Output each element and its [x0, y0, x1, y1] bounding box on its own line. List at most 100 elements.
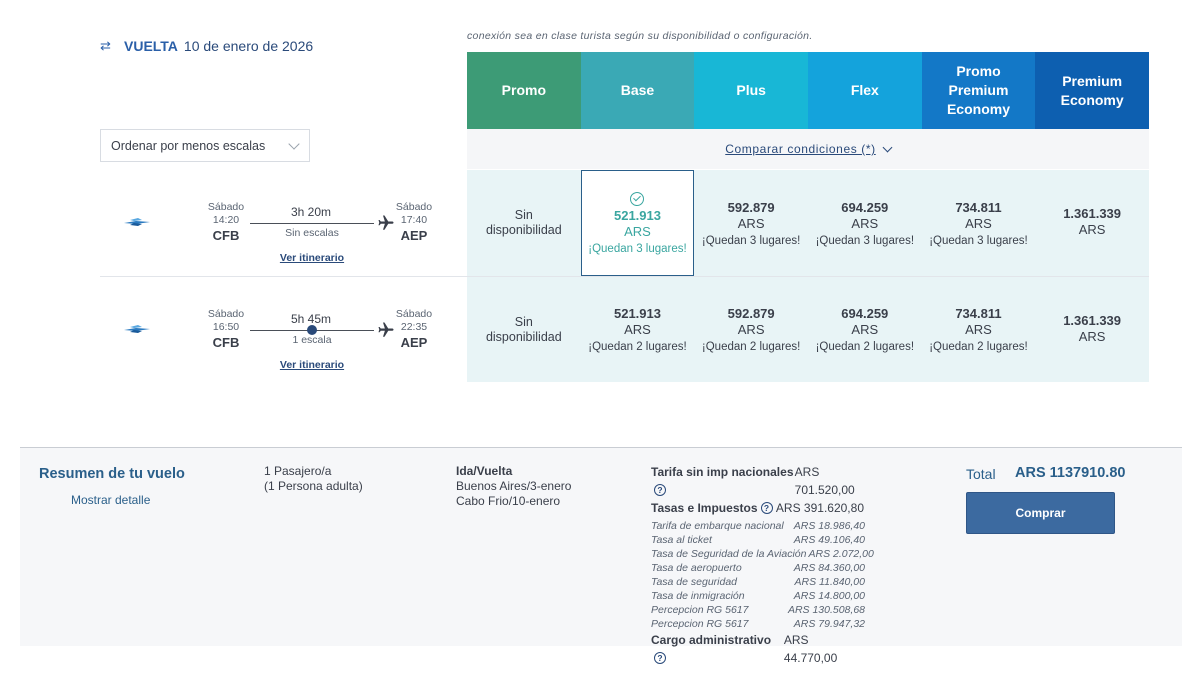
tax-item-label: Tasa de seguridad	[651, 576, 738, 588]
tax-item-label: Tasa al ticket	[651, 534, 712, 546]
fare-price: 1.361.339	[1063, 313, 1122, 328]
fare-cell-premium-economy[interactable]: 1.361.339 ARS	[1035, 170, 1149, 276]
return-date: 10 de enero de 2026	[183, 38, 314, 54]
admin-fee-label: Cargo administrativo	[651, 633, 772, 647]
arrival-code: AEP	[400, 228, 428, 243]
airplane-icon	[378, 215, 394, 230]
fare-header-label: Promo Premium Economy	[946, 63, 1010, 117]
fare-cell-flex[interactable]: 694.259 ARS ¡Quedan 2 lugares!	[808, 277, 922, 382]
arrival: Sábado 17:40 AEP	[392, 201, 436, 245]
fare-cell-base[interactable]: 521.913 ARS ¡Quedan 2 lugares!	[581, 277, 695, 382]
price-breakdown: Tarifa sin imp nacionales? ARS 701.520,0…	[651, 463, 911, 667]
flight-duration: 5h 45m	[290, 312, 332, 326]
fare-cell-base-selected[interactable]: 521.913 ARS ¡Quedan 3 lugares!	[580, 170, 695, 276]
fare-price: 592.879	[727, 199, 775, 215]
tax-item-label: Percepcion RG 5617	[651, 618, 749, 630]
arrival-day: Sábado	[395, 308, 433, 320]
fare-cell-promo: Sin disponibilidad	[467, 277, 581, 382]
fare-no-tax-row: Tarifa sin imp nacionales? ARS 701.520,0…	[651, 463, 875, 499]
tax-item-value: ARS 84.360,00	[793, 562, 865, 574]
fare-currency: ARS	[851, 322, 879, 337]
fare-cell-promo-premium-economy[interactable]: 734.811 ARS ¡Quedan 3 lugares!	[922, 170, 1036, 276]
itinerary-link[interactable]: Ver itinerario	[279, 359, 345, 371]
tax-item-value: ARS 49.106,40	[793, 534, 865, 546]
seats-left: ¡Quedan 2 lugares!	[929, 341, 1028, 353]
fare-price: 1.361.339	[1063, 206, 1122, 221]
fare-cell-plus[interactable]: 592.879 ARS ¡Quedan 2 lugares!	[694, 277, 808, 382]
flight-row: Sábado 14:20 CFB 3h 20m Sin escalas Ver …	[100, 170, 467, 276]
admin-fee-value: ARS 44.770,00	[783, 633, 838, 665]
airline-logo-icon	[124, 218, 150, 226]
no-availability-label: Sin disponibilidad	[485, 314, 562, 344]
fare-header-label: Promo	[501, 82, 546, 98]
arrival-day: Sábado	[395, 201, 433, 213]
fare-currency: ARS	[851, 215, 879, 231]
sort-select[interactable]: Ordenar por menos escalas	[100, 129, 310, 162]
tax-item: Percepcion RG 5617 ARS 130.508,68	[651, 603, 865, 617]
tax-item: Tarifa de embarque nacional ARS 18.986,40	[651, 519, 865, 533]
help-icon[interactable]: ?	[760, 502, 773, 514]
fare-header-base: Base	[580, 52, 695, 129]
fare-price: 521.913	[613, 207, 661, 223]
fare-price: 521.913	[613, 306, 661, 321]
fare-row: Sin disponibilidad 521.913 ARS ¡Quedan 2…	[467, 277, 1149, 382]
fare-no-tax-value: ARS 701.520,00	[794, 465, 855, 497]
admin-fee-row: Cargo administrativo? ARS 44.770,00	[651, 631, 864, 667]
check-circle-icon	[630, 191, 645, 206]
passenger-detail: (1 Persona adulta)	[264, 479, 363, 493]
fare-currency: ARS	[1078, 222, 1106, 237]
fare-currency: ARS	[624, 223, 651, 239]
tax-item: Tasa de seguridad ARS 11.840,00	[651, 575, 865, 589]
arrival-code: AEP	[400, 335, 428, 350]
taxes-value: ARS 391.620,80	[775, 501, 864, 515]
tax-item: Tasa de aeropuerto ARS 84.360,00	[651, 561, 865, 575]
tax-item-value: ARS 18.986,40	[793, 520, 865, 532]
fare-cell-promo: Sin disponibilidad	[467, 170, 581, 276]
fare-header-promo-premium-economy: Promo Premium Economy	[921, 52, 1036, 129]
tax-item-label: Tasa de aeropuerto	[651, 562, 742, 574]
fare-header-label: Flex	[850, 82, 879, 98]
flight-summary-panel	[20, 448, 1182, 646]
fare-price: 734.811	[955, 306, 1002, 321]
summary-title: Resumen de tu vuelo	[39, 466, 185, 482]
fare-row: Sin disponibilidad 521.913 ARS ¡Quedan 3…	[467, 170, 1149, 276]
sort-select-value: Ordenar por menos escalas	[111, 138, 266, 153]
outbound-leg: Buenos Aires/3-enero	[456, 479, 572, 493]
row-divider	[100, 276, 1149, 277]
cabin-note: conexión sea en clase turista según su d…	[467, 30, 813, 42]
itinerary-link[interactable]: Ver itinerario	[279, 252, 345, 264]
fare-cell-premium-economy[interactable]: 1.361.339 ARS	[1035, 277, 1149, 382]
no-availability-label: Sin disponibilidad	[485, 208, 562, 237]
fare-header-label: Premium Economy	[1060, 72, 1124, 108]
help-icon[interactable]: ?	[654, 484, 666, 496]
help-icon[interactable]: ?	[654, 652, 666, 664]
fare-currency: ARS	[737, 322, 765, 337]
fare-currency: ARS	[965, 215, 992, 231]
fare-currency: ARS	[624, 322, 651, 337]
fare-header-flex: Flex	[808, 52, 922, 129]
departure: Sábado 16:50 CFB	[204, 308, 248, 352]
tax-item-value: ARS 14.800,00	[793, 590, 865, 602]
compare-conditions-link[interactable]: Comparar condiciones (*)	[725, 142, 893, 156]
fare-header-label: Plus	[736, 82, 766, 98]
fare-cell-plus[interactable]: 592.879 ARS ¡Quedan 3 lugares!	[694, 170, 808, 276]
fare-price: 734.811	[955, 199, 1002, 215]
fare-price: 592.879	[727, 306, 775, 321]
route-info: Ida/Vuelta Buenos Aires/3-enero Cabo Fri…	[456, 464, 571, 509]
flight-row: Sábado 16:50 CFB 5h 45m 1 escala Ver iti…	[100, 277, 467, 383]
departure: Sábado 14:20 CFB	[204, 201, 248, 245]
show-detail-link[interactable]: Mostrar detalle	[71, 493, 151, 507]
fare-cell-flex[interactable]: 694.259 ARS ¡Quedan 3 lugares!	[808, 170, 922, 276]
passengers-info: 1 Pasajero/a (1 Persona adulta)	[264, 464, 363, 494]
swap-arrows-icon: ⇄	[100, 38, 111, 53]
buy-button[interactable]: Comprar	[966, 492, 1115, 534]
fare-header-promo: Promo	[467, 52, 581, 129]
seats-left: ¡Quedan 3 lugares!	[929, 234, 1028, 247]
fare-cell-promo-premium-economy[interactable]: 734.811 ARS ¡Quedan 2 lugares!	[922, 277, 1036, 382]
fare-currency: ARS	[737, 215, 765, 231]
return-label: VUELTA	[124, 38, 178, 54]
arrival-time: 22:35	[400, 321, 428, 333]
tax-item: Tasa de Seguridad de la Aviación ARS 2.07…	[651, 547, 874, 561]
arrival: Sábado 22:35 AEP	[392, 308, 436, 352]
airplane-icon	[378, 322, 394, 337]
